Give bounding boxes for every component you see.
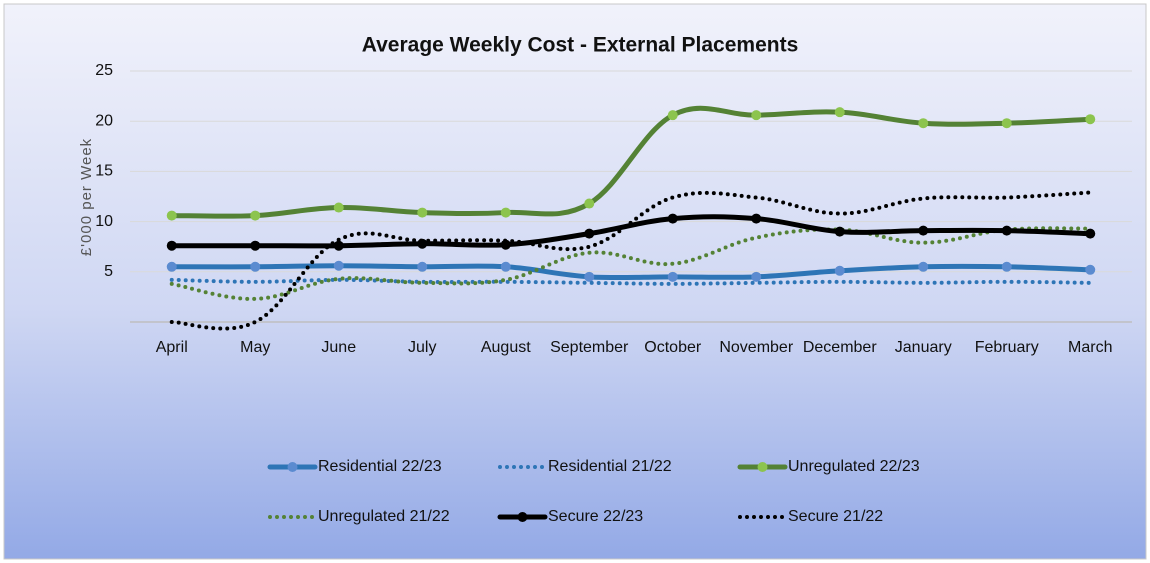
data-point (500, 207, 511, 218)
legend-marker (517, 512, 528, 522)
y-tick-label: 10 (95, 213, 113, 230)
data-point (500, 261, 511, 272)
y-tick-label: 20 (95, 112, 113, 129)
data-point (417, 261, 428, 272)
data-point (1085, 264, 1096, 275)
x-tick-label: August (481, 339, 531, 356)
x-tick-label: October (644, 339, 702, 356)
data-point (1001, 261, 1012, 272)
legend-label: Unregulated 22/23 (788, 458, 920, 475)
x-tick-label: May (240, 339, 270, 356)
data-point (333, 260, 344, 271)
x-tick-label: November (719, 339, 793, 356)
data-point (584, 271, 595, 282)
legend-marker (287, 462, 298, 472)
data-point (166, 261, 177, 272)
data-point (1085, 114, 1096, 125)
x-tick-label: February (975, 339, 1039, 356)
x-tick-label: June (321, 339, 356, 356)
data-point (751, 213, 762, 224)
series-line (169, 214, 1093, 249)
data-point (918, 225, 929, 236)
data-point (667, 110, 678, 121)
data-point (250, 210, 261, 221)
data-point (918, 118, 929, 129)
data-point (918, 261, 929, 272)
chart-title: Average Weekly Cost - External Placement… (362, 34, 799, 57)
legend-marker (757, 462, 768, 472)
legend-label: Unregulated 21/22 (318, 508, 450, 525)
series-line (169, 263, 1093, 281)
data-point (834, 265, 845, 276)
y-tick-label: 15 (95, 163, 113, 180)
data-point (751, 271, 762, 282)
data-point (250, 240, 261, 251)
series-line (169, 105, 1093, 219)
data-point (250, 261, 261, 272)
data-point (667, 271, 678, 282)
x-tick-label: January (895, 339, 952, 356)
data-point (500, 239, 511, 250)
legend-label: Residential 21/22 (548, 458, 672, 475)
series-line (169, 190, 1093, 331)
y-axis-label: £'000 per Week (78, 138, 95, 256)
data-point (584, 198, 595, 209)
data-point (166, 210, 177, 221)
x-tick-label: September (550, 339, 629, 356)
legend-label: Residential 22/23 (318, 458, 442, 475)
x-tick-label: April (156, 339, 188, 356)
legend-label: Secure 21/22 (788, 508, 883, 525)
data-point (417, 207, 428, 218)
series-line (169, 226, 1093, 301)
data-point (1001, 225, 1012, 236)
legend-label: Secure 22/23 (548, 508, 643, 525)
data-point (751, 110, 762, 121)
x-tick-label: March (1068, 339, 1112, 356)
data-point (834, 107, 845, 118)
data-point (667, 213, 678, 224)
data-point (333, 240, 344, 251)
data-point (834, 226, 845, 237)
data-point (333, 202, 344, 213)
x-tick-label: July (408, 339, 436, 356)
data-point (166, 240, 177, 251)
y-tick-label: 25 (95, 62, 113, 79)
data-point (1001, 118, 1012, 129)
x-tick-label: December (803, 339, 877, 356)
data-point (1085, 228, 1096, 239)
y-tick-label: 5 (104, 263, 113, 280)
data-point (584, 228, 595, 239)
